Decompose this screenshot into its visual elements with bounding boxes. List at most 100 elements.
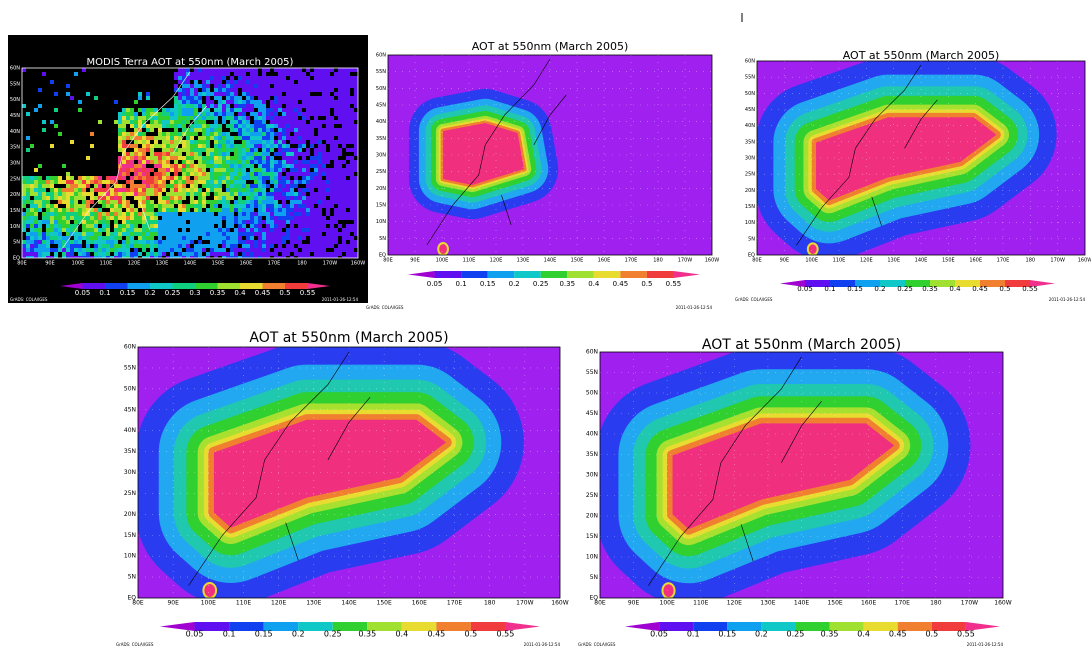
aot-pixel (330, 224, 334, 228)
aot-pixel (302, 224, 306, 228)
aot-pixel (162, 212, 166, 216)
lon-label: 170E (997, 258, 1010, 264)
aot-pixel (22, 216, 26, 220)
aot-pixel (354, 180, 358, 184)
aot-pixel (50, 224, 54, 228)
aot-pixel (222, 152, 226, 156)
aot-pixel (298, 188, 302, 192)
aot-pixel (206, 136, 210, 140)
aot-pixel (174, 140, 178, 144)
aot-pixel (222, 156, 226, 160)
aot-pixel (178, 92, 182, 96)
aot-pixel (138, 192, 142, 196)
aot-pixel (230, 108, 234, 112)
aot-pixel (222, 144, 226, 148)
aot-pixel (178, 156, 182, 160)
aot-pixel (318, 244, 322, 248)
aot-pixel (178, 152, 182, 156)
aot-pixel (254, 144, 258, 148)
aot-pixel (266, 80, 270, 84)
aot-pixel (238, 156, 242, 160)
aot-pixel (274, 248, 278, 252)
aot-pixel (238, 136, 242, 140)
aot-pixel (174, 104, 178, 108)
aot-pixel (202, 248, 206, 252)
aot-pixel (46, 180, 50, 184)
colorbar-label: 0.5 (641, 280, 652, 288)
lon-label: 90E (167, 600, 179, 607)
aot-pixel (286, 136, 290, 140)
aot-pixel (166, 236, 170, 240)
lat-label: 5N (590, 574, 598, 581)
aot-pixel (290, 108, 294, 112)
aot-pixel (94, 196, 98, 200)
aot-pixel (190, 164, 194, 168)
aot-pixel (162, 120, 166, 124)
aot-pixel (250, 200, 254, 204)
aot-pixel (66, 228, 70, 232)
aot-pixel (198, 204, 202, 208)
aot-pixel (166, 152, 170, 156)
aot-pixel (350, 248, 354, 252)
aot-pixel (246, 156, 250, 160)
aot-pixel (246, 68, 250, 72)
aot-pixel (170, 220, 174, 224)
aot-pixel (202, 76, 206, 80)
aot-pixel (38, 228, 42, 232)
colorbar-label: 0.35 (821, 630, 839, 639)
aot-pixel (350, 208, 354, 212)
aot-pixel (242, 156, 246, 160)
panel-title: AOT at 550nm (March 2005) (472, 40, 629, 53)
aot-pixel (218, 76, 222, 80)
aot-pixel (170, 132, 174, 136)
credit: GrADS: COLA/IGES (116, 642, 154, 647)
aot-pixel (290, 76, 294, 80)
aot-pixel (214, 192, 218, 196)
aot-pixel (202, 204, 206, 208)
aot-pixel (34, 196, 38, 200)
aot-pixel (338, 216, 342, 220)
aot-pixel (122, 144, 126, 148)
lat-label: 40N (124, 427, 136, 434)
aot-pixel (226, 96, 230, 100)
colorbar-label: 0.2 (509, 280, 520, 288)
aot-pixel (142, 116, 146, 120)
aot-pixel (126, 156, 130, 160)
aot-pixel (226, 92, 230, 96)
aot-pixel (174, 128, 178, 132)
aot-pixel (146, 208, 150, 212)
aot-pixel (350, 188, 354, 192)
aot-pixel (194, 104, 198, 108)
aot-pixel (334, 228, 338, 232)
aot-pixel (210, 220, 214, 224)
aot-pixel (326, 76, 330, 80)
aot-pixel (62, 228, 66, 232)
aot-pixel (290, 120, 294, 124)
aot-pixel (182, 160, 186, 164)
aot-pixel (174, 116, 178, 120)
aot-pixel (130, 188, 134, 192)
aot-pixel (302, 128, 306, 132)
aot-pixel (310, 144, 314, 148)
aot-pixel (22, 188, 26, 192)
aot-pixel (106, 184, 110, 188)
aot-pixel (234, 148, 238, 152)
aot-pixel (38, 204, 42, 208)
aot-pixel (30, 248, 34, 252)
aot-pixel (242, 108, 246, 112)
aot-pixel (334, 196, 338, 200)
aot-pixel (286, 244, 290, 248)
aot-pixel (126, 204, 130, 208)
aot-pixel (142, 204, 146, 208)
aot-pixel (286, 124, 290, 128)
aot-pixel (266, 220, 270, 224)
aot-pixel (346, 88, 350, 92)
aot-pixel (202, 132, 206, 136)
aot-pixel (346, 112, 350, 116)
aot-pixel (314, 172, 318, 176)
aot-pixel (230, 136, 234, 140)
aot-pixel (178, 180, 182, 184)
aot-pixel (314, 164, 318, 168)
aot-pixel (258, 104, 262, 108)
aot-pixel (346, 168, 350, 172)
